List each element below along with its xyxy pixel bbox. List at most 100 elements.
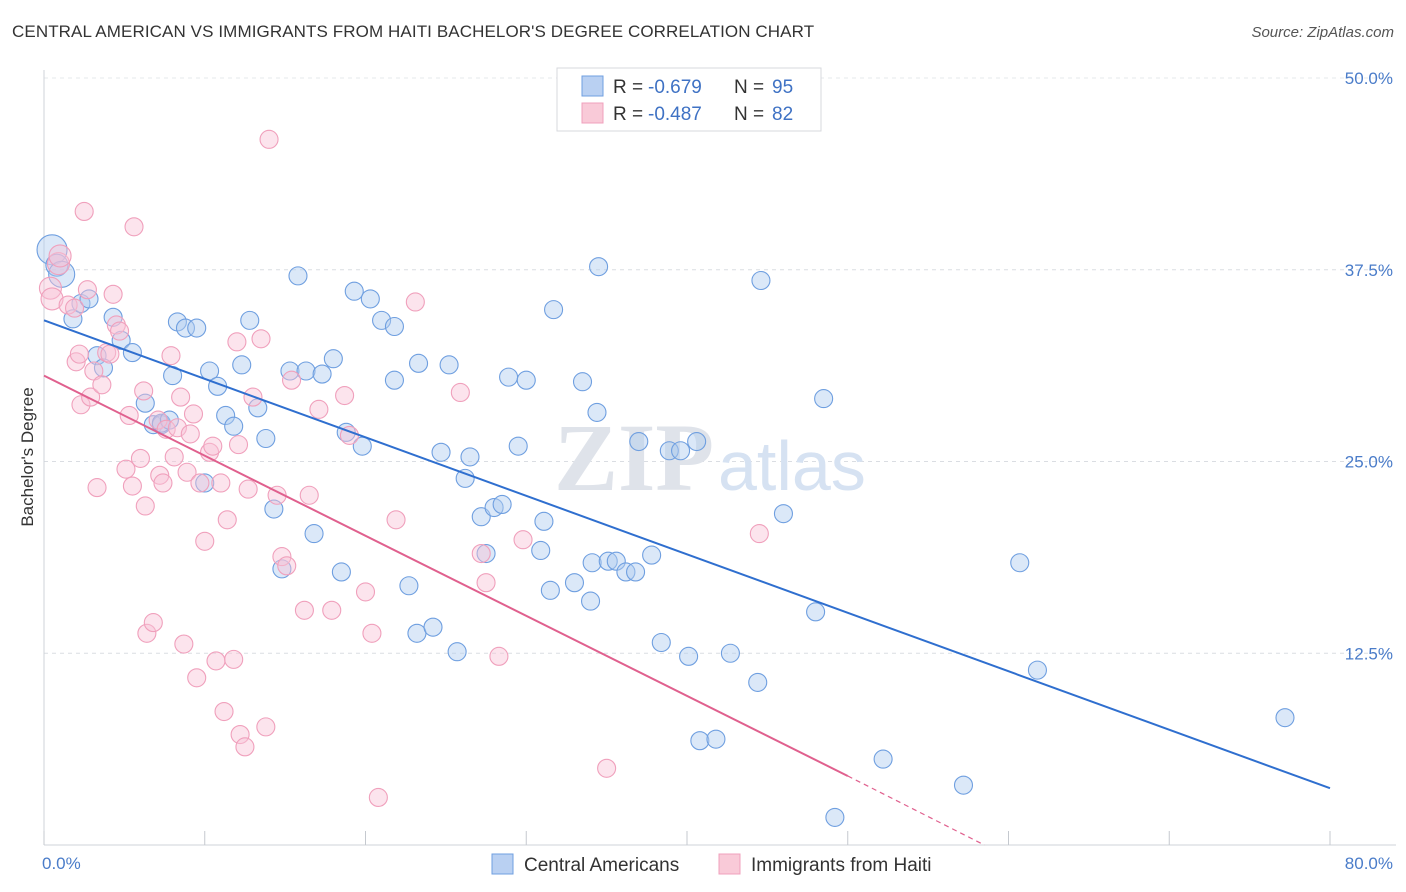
point-central-american-28 [256, 428, 276, 449]
point-central-american-18 [175, 318, 196, 338]
point-haiti-20 [116, 459, 136, 479]
point-haiti-19 [110, 321, 130, 341]
point-haiti-42 [190, 473, 210, 493]
point-central-american-55 [476, 543, 496, 564]
legend-swatch-central-americans [581, 75, 604, 97]
point-haiti-64 [294, 600, 314, 620]
chart-title: CENTRAL AMERICAN VS IMMIGRANTS FROM HAIT… [12, 22, 815, 41]
legend-swatch-haiti [581, 102, 604, 124]
point-central-american-80 [679, 646, 699, 666]
legend-n-label-1: N = [734, 77, 764, 98]
point-haiti-65 [299, 485, 319, 505]
point-central-american-70 [589, 257, 609, 277]
trend-line-haiti [43, 374, 849, 777]
point-central-american-67 [580, 591, 601, 611]
point-central-american-66 [572, 372, 593, 392]
point-haiti-61 [272, 547, 292, 567]
point-haiti-30 [150, 465, 170, 485]
point-haiti-14 [92, 375, 112, 395]
point-central-american-89 [814, 389, 834, 409]
point-central-american-82 [690, 731, 710, 751]
point-haiti-34 [164, 447, 184, 467]
bottom-legend-label-central-americans: Central Americans [524, 855, 679, 876]
point-central-american-1 [45, 253, 69, 277]
point-central-american-34 [304, 524, 324, 544]
point-haiti-5 [64, 298, 85, 318]
point-haiti-8 [71, 395, 91, 415]
point-haiti-37 [174, 634, 194, 654]
point-central-american-64 [544, 300, 564, 320]
point-central-american-85 [748, 672, 768, 692]
point-central-american-78 [659, 441, 679, 461]
bottom-legend-label-haiti: Immigrants from Haiti [751, 855, 932, 876]
point-haiti-63 [282, 370, 302, 390]
watermark-zip: ZIP [554, 404, 714, 511]
point-central-american-62 [534, 511, 554, 531]
point-haiti-43 [195, 531, 215, 551]
point-central-american-76 [642, 545, 662, 565]
point-haiti-48 [214, 701, 234, 722]
point-haiti-17 [103, 284, 123, 304]
point-haiti-3 [48, 244, 72, 268]
point-haiti-52 [228, 435, 249, 455]
point-central-american-57 [492, 494, 512, 515]
point-haiti-28 [143, 613, 163, 633]
point-central-american-84 [720, 643, 740, 663]
point-haiti-45 [203, 436, 223, 456]
legend-n-value-2: 82 [772, 104, 793, 125]
point-haiti-68 [335, 385, 355, 406]
point-haiti-72 [368, 787, 388, 807]
point-central-american-60 [516, 370, 536, 390]
point-haiti-9 [74, 201, 94, 222]
point-central-american-81 [687, 432, 707, 452]
point-central-american-59 [508, 436, 528, 456]
data-points [36, 129, 1295, 827]
legend: R = -0.679 N = 95 R = -0.487 N = 82 [556, 67, 822, 132]
point-haiti-62 [277, 556, 297, 576]
point-central-american-69 [587, 402, 607, 422]
y-tick-labels: 12.5% 25.0% 37.5% 50.0% [1345, 69, 1393, 663]
point-central-american-48 [423, 617, 443, 637]
point-central-american-71 [598, 551, 618, 571]
point-central-american-39 [344, 281, 364, 301]
point-central-american-47 [408, 353, 429, 373]
point-haiti-80 [597, 758, 617, 778]
point-central-american-95 [1275, 708, 1295, 728]
point-haiti-50 [224, 649, 244, 669]
y-axis-label: Bachelor's Degree [18, 387, 37, 526]
point-central-american-0 [36, 234, 68, 266]
point-central-american-79 [671, 441, 691, 461]
bottom-legend-swatch-central-americans [491, 853, 514, 875]
point-central-american-43 [384, 316, 404, 337]
point-central-american-83 [706, 729, 726, 749]
bottom-legend: Central Americans Immigrants from Haiti [491, 853, 932, 876]
legend-r-value-2: -0.487 [648, 104, 702, 125]
point-central-american-65 [564, 573, 585, 593]
point-central-american-86 [751, 270, 771, 291]
point-central-american-91 [873, 749, 893, 769]
legend-r-label-1: R = [613, 77, 643, 98]
point-haiti-23 [124, 217, 144, 237]
point-haiti-22 [122, 476, 142, 496]
y-tick-label-1: 25.0% [1345, 453, 1393, 472]
point-central-american-33 [296, 361, 316, 381]
point-central-american-93 [1010, 553, 1030, 573]
point-haiti-76 [471, 543, 491, 564]
point-central-american-26 [240, 310, 260, 330]
point-haiti-59 [259, 129, 279, 149]
point-central-american-52 [455, 468, 475, 488]
point-central-american-58 [499, 367, 519, 387]
point-haiti-38 [177, 462, 197, 482]
point-central-american-45 [399, 576, 419, 596]
point-haiti-51 [227, 332, 247, 352]
point-haiti-47 [211, 473, 231, 493]
point-haiti-26 [135, 496, 155, 516]
point-central-american-19 [187, 318, 207, 338]
point-central-american-36 [323, 349, 343, 369]
point-central-american-20 [195, 473, 215, 493]
point-central-american-74 [626, 562, 646, 582]
point-haiti-24 [130, 448, 150, 468]
point-central-american-75 [629, 432, 649, 452]
point-central-american-37 [331, 562, 351, 582]
point-haiti-66 [309, 399, 329, 419]
